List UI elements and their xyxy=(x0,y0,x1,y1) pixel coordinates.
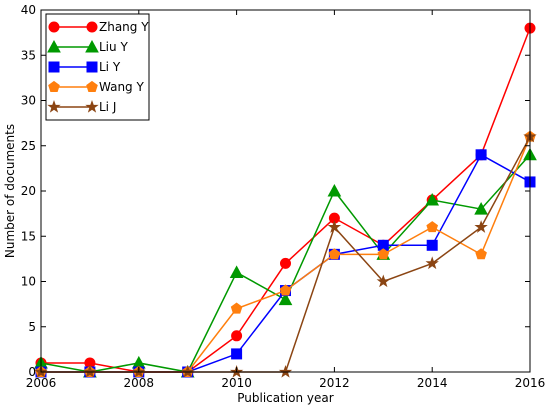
pentagon-marker xyxy=(279,284,292,296)
triangle-marker xyxy=(327,183,342,197)
triangle-marker xyxy=(229,265,244,278)
series-li-j xyxy=(34,129,537,378)
x-tick-label: 2014 xyxy=(417,376,448,390)
star-marker xyxy=(83,364,97,378)
y-tick-label: 20 xyxy=(21,184,36,198)
legend-label: Li J xyxy=(99,100,116,114)
star-marker xyxy=(376,274,390,288)
y-axis-title: Number of documents xyxy=(3,124,17,258)
x-tick-label: 2016 xyxy=(515,376,546,390)
circle-marker xyxy=(48,21,60,33)
series-wang-y xyxy=(35,130,536,377)
x-tick-label: 2006 xyxy=(26,376,57,390)
square-marker xyxy=(48,61,60,73)
square-marker xyxy=(426,239,438,251)
star-marker xyxy=(181,364,195,378)
series-layer xyxy=(34,22,537,378)
x-tick-label: 2010 xyxy=(221,376,252,390)
y-tick-label: 35 xyxy=(21,48,36,62)
square-marker xyxy=(475,149,487,161)
pentagon-marker xyxy=(230,302,243,314)
ticks-layer: 2006 2008 2010 2012 2014 2016 0 5 10 15 20 25 30 35 40 xyxy=(21,3,546,390)
circle-marker xyxy=(86,21,98,33)
triangle-marker xyxy=(425,193,440,206)
x-axis-title: Publication year xyxy=(237,391,334,405)
circle-marker xyxy=(280,257,291,269)
pentagon-marker xyxy=(475,248,487,260)
triangle-marker xyxy=(474,202,488,215)
triangle-marker xyxy=(85,39,99,53)
y-tick-label: 25 xyxy=(21,139,36,153)
x-tick-label: 2012 xyxy=(319,376,350,390)
y-tick-label: 5 xyxy=(28,320,36,334)
y-tick-label: 15 xyxy=(21,229,36,243)
y-tick-label: 40 xyxy=(21,3,36,17)
pentagon-marker xyxy=(328,248,341,260)
x-tick-label: 2008 xyxy=(124,376,155,390)
y-tick-label: 0 xyxy=(28,365,36,379)
star-marker xyxy=(47,99,61,113)
legend-label: Wang Y xyxy=(99,80,144,94)
triangle-marker xyxy=(47,39,61,53)
pentagon-marker xyxy=(86,80,98,92)
star-marker xyxy=(474,220,488,233)
circle-marker xyxy=(231,330,243,342)
series-line-wang-y xyxy=(41,136,531,373)
y-tick-label: 10 xyxy=(21,275,36,289)
star-marker xyxy=(85,99,99,113)
triangle-marker xyxy=(278,292,293,306)
star-marker xyxy=(278,364,293,378)
square-marker xyxy=(86,61,98,73)
pentagon-marker xyxy=(48,80,60,92)
star-marker xyxy=(327,220,342,233)
pentagon-marker xyxy=(426,221,439,233)
legend-label: Li Y xyxy=(99,60,121,74)
legend-label: Zhang Y xyxy=(99,20,149,34)
pentagon-marker xyxy=(377,248,390,260)
legend-label: Liu Y xyxy=(99,40,128,54)
square-marker xyxy=(231,348,243,360)
legend: Zhang Y Liu Y Li Y Wang Y Li J xyxy=(45,13,150,121)
series-line-li-j xyxy=(41,136,531,373)
y-tick-label: 30 xyxy=(21,94,36,108)
star-marker xyxy=(425,256,439,270)
